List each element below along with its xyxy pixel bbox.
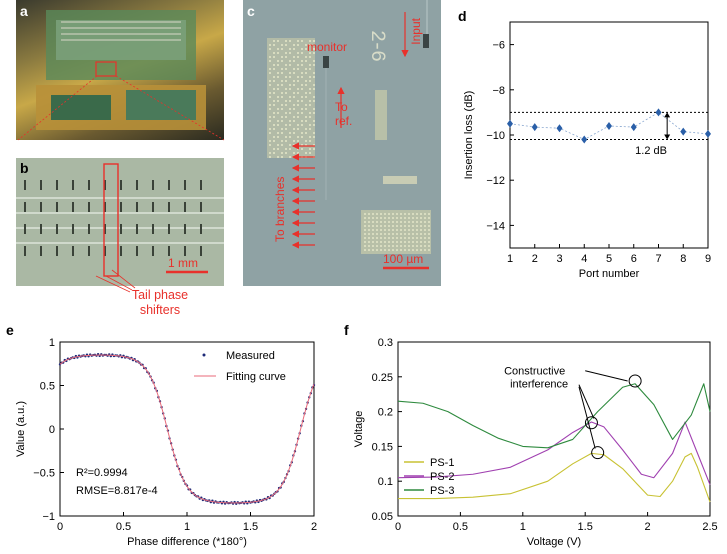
annotation-arrow bbox=[578, 384, 595, 419]
x-tick-label: 2 bbox=[532, 253, 538, 265]
span-arrow-head bbox=[664, 134, 671, 140]
span-arrow-head bbox=[664, 112, 671, 118]
x-tick-label: 1 bbox=[507, 253, 513, 265]
legend-entry: PS-3 bbox=[430, 485, 454, 497]
panel-b-image bbox=[16, 158, 224, 286]
y-axis-label: Insertion loss (dB) bbox=[463, 91, 475, 180]
y-tick-label: 0.05 bbox=[372, 511, 393, 523]
x-tick-label: 3 bbox=[556, 253, 562, 265]
panel-e-label: e bbox=[6, 322, 14, 338]
data-point bbox=[606, 121, 612, 130]
annotation-line-1: Constructive bbox=[504, 366, 565, 378]
panel-b-label: b bbox=[20, 160, 29, 176]
panel-c-image bbox=[243, 0, 441, 286]
panel-b-annotation: Tail phase shifters bbox=[131, 288, 189, 317]
y-tick-label: 0 bbox=[49, 424, 55, 436]
data-point bbox=[655, 108, 662, 117]
span-label: 1.2 dB bbox=[635, 145, 667, 157]
y-tick-label: 0.15 bbox=[372, 441, 393, 453]
legend-entry: PS-1 bbox=[430, 457, 454, 469]
x-tick-label: 1.5 bbox=[578, 521, 593, 533]
x-tick-label: 7 bbox=[655, 253, 661, 265]
series-line-ps-3 bbox=[397, 383, 711, 449]
annotation-arrow bbox=[585, 370, 628, 382]
fitting-curve bbox=[59, 354, 315, 504]
data-point bbox=[531, 123, 538, 132]
x-tick-label: 2.5 bbox=[702, 521, 717, 533]
series-line-ps-1 bbox=[398, 452, 711, 503]
data-point bbox=[630, 123, 637, 132]
panel-e-chart: 0 0.5 1 1.5 2 −1 −0.5 0 0.5 1 Phase difference (*1… bbox=[15, 337, 317, 548]
panel-a-label: a bbox=[20, 3, 28, 19]
rmse-annotation: RMSE=8.817e-4 bbox=[76, 485, 158, 497]
y-tick-label: −8 bbox=[492, 85, 505, 97]
data-point bbox=[705, 129, 711, 138]
y-tick-label: 0.5 bbox=[40, 381, 55, 393]
panel-f-label: f bbox=[344, 322, 349, 338]
x-axis-label: Phase difference (*180°) bbox=[127, 536, 247, 548]
y-tick-label: 0.3 bbox=[378, 337, 393, 349]
data-point bbox=[556, 124, 563, 133]
y-tick-label: −0.5 bbox=[33, 468, 55, 480]
y-tick-label: −1 bbox=[42, 511, 55, 523]
x-tick-label: 1.5 bbox=[243, 521, 258, 533]
panel-b-photo: b 1 mm bbox=[16, 158, 224, 286]
data-point bbox=[680, 127, 687, 136]
x-tick-label: 2 bbox=[645, 521, 651, 533]
y-tick-label: −14 bbox=[486, 220, 505, 232]
legend-entry: Fitting curve bbox=[226, 371, 286, 383]
x-tick-label: 0.5 bbox=[116, 521, 131, 533]
x-axis-label: Voltage (V) bbox=[527, 536, 581, 548]
data-point bbox=[507, 119, 513, 128]
x-axis-label: Port number bbox=[579, 268, 640, 280]
y-tick-label: 1 bbox=[49, 337, 55, 349]
x-tick-label: 9 bbox=[705, 253, 711, 265]
panel-c-scale-bar-label: 100 µm bbox=[383, 252, 424, 266]
panel-c-monitor-label: monitor bbox=[307, 40, 348, 54]
y-tick-label: −12 bbox=[486, 175, 505, 187]
x-tick-label: 0.5 bbox=[453, 521, 468, 533]
y-tick-label: 0.1 bbox=[378, 476, 393, 488]
panel-c-chip-mark: 2-6 bbox=[365, 30, 388, 61]
panel-a-image bbox=[36, 10, 206, 130]
interference-marker bbox=[628, 374, 642, 388]
y-tick-label: 0.2 bbox=[378, 407, 393, 419]
panel-d-chart: 1 2 3 4 5 6 7 8 9 −6 −8 −10 −12 −14 Port number Inserti… bbox=[463, 21, 711, 280]
x-tick-label: 0 bbox=[395, 521, 401, 533]
legend-entry: Measured bbox=[226, 350, 275, 362]
annotation-arrow bbox=[578, 386, 596, 449]
panel-a-zoom-lines bbox=[17, 75, 225, 141]
panel-a-photo: a bbox=[16, 0, 224, 140]
x-tick-label: 0 bbox=[57, 521, 63, 533]
series-line-ps-2 bbox=[397, 421, 711, 485]
x-tick-label: 4 bbox=[581, 253, 587, 265]
plot-frame bbox=[397, 341, 711, 517]
x-tick-label: 6 bbox=[631, 253, 637, 265]
panel-b-leaders bbox=[95, 269, 136, 293]
interference-marker bbox=[591, 446, 605, 460]
x-tick-label: 1 bbox=[520, 521, 526, 533]
panel-c-label: c bbox=[247, 3, 255, 19]
x-tick-label: 5 bbox=[606, 253, 612, 265]
x-tick-label: 2 bbox=[311, 521, 317, 533]
panel-f-chart: 0 0.5 1 1.5 2 2.5 0.05 0.1 0.15 0.2 0.25 0.3 Voltage… bbox=[353, 337, 718, 548]
x-tick-label: 8 bbox=[680, 253, 686, 265]
annotation-line-2: interference bbox=[510, 379, 568, 391]
y-axis-label: Value (a.u.) bbox=[15, 401, 27, 457]
y-tick-label: −10 bbox=[486, 130, 505, 142]
data-point bbox=[581, 135, 588, 144]
plot-frame bbox=[509, 21, 709, 249]
y-tick-label: −6 bbox=[492, 40, 505, 52]
y-axis-label: Voltage bbox=[353, 411, 365, 448]
panel-c-arrows bbox=[291, 12, 409, 249]
y-tick-label: 0.25 bbox=[372, 372, 393, 384]
legend-marker-measured bbox=[202, 353, 206, 357]
interference-marker bbox=[584, 416, 598, 430]
legend-entry: PS-2 bbox=[430, 471, 454, 483]
r2-annotation: R²=0.9994 bbox=[76, 467, 128, 479]
x-tick-label: 1 bbox=[184, 521, 190, 533]
panel-d-label: d bbox=[458, 8, 467, 24]
panel-c-photo: c 2-6 monitor Input To ref. To branches … bbox=[243, 0, 441, 286]
panel-b-scale-bar-label: 1 mm bbox=[168, 256, 198, 270]
